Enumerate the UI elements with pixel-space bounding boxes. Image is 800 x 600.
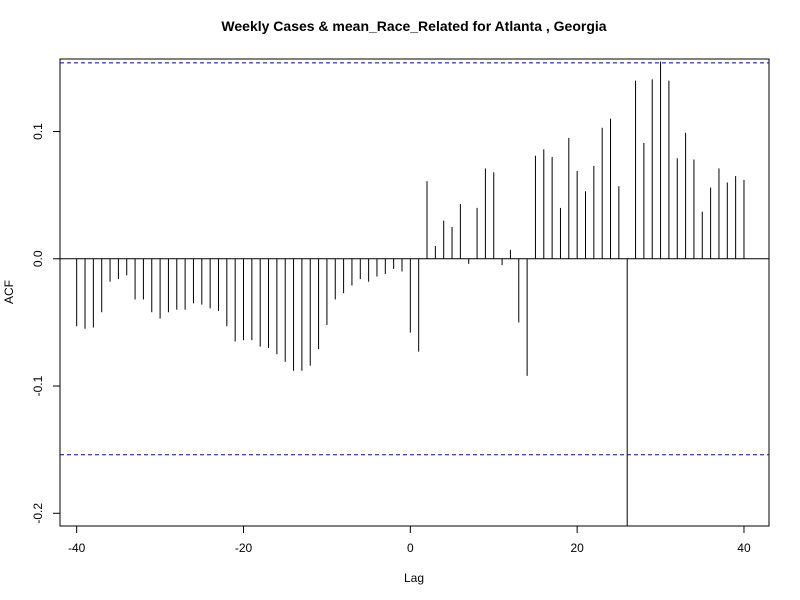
y-tick-label: -0.1 [31, 375, 45, 396]
y-tick-label: -0.2 [31, 503, 45, 524]
y-tick-label: 0.1 [31, 123, 45, 140]
x-axis: -40 -20 0 20 40 [68, 525, 751, 555]
x-tick-label: 40 [737, 541, 751, 555]
x-tick-label: -40 [68, 541, 86, 555]
x-tick-label: 20 [570, 541, 584, 555]
x-tick-label: -20 [235, 541, 253, 555]
chart-title: Weekly Cases & mean_Race_Related for Atl… [221, 18, 606, 34]
x-axis-label: Lag [404, 571, 424, 585]
confidence-bounds [60, 62, 769, 456]
acf-bars [76, 61, 745, 526]
y-axis: -0.2 -0.1 0.0 0.1 [31, 123, 61, 524]
x-tick-label: 0 [407, 541, 414, 555]
plot-frame [59, 58, 770, 527]
y-axis-label: ACF [2, 280, 16, 304]
y-tick-label: 0.0 [31, 250, 45, 267]
